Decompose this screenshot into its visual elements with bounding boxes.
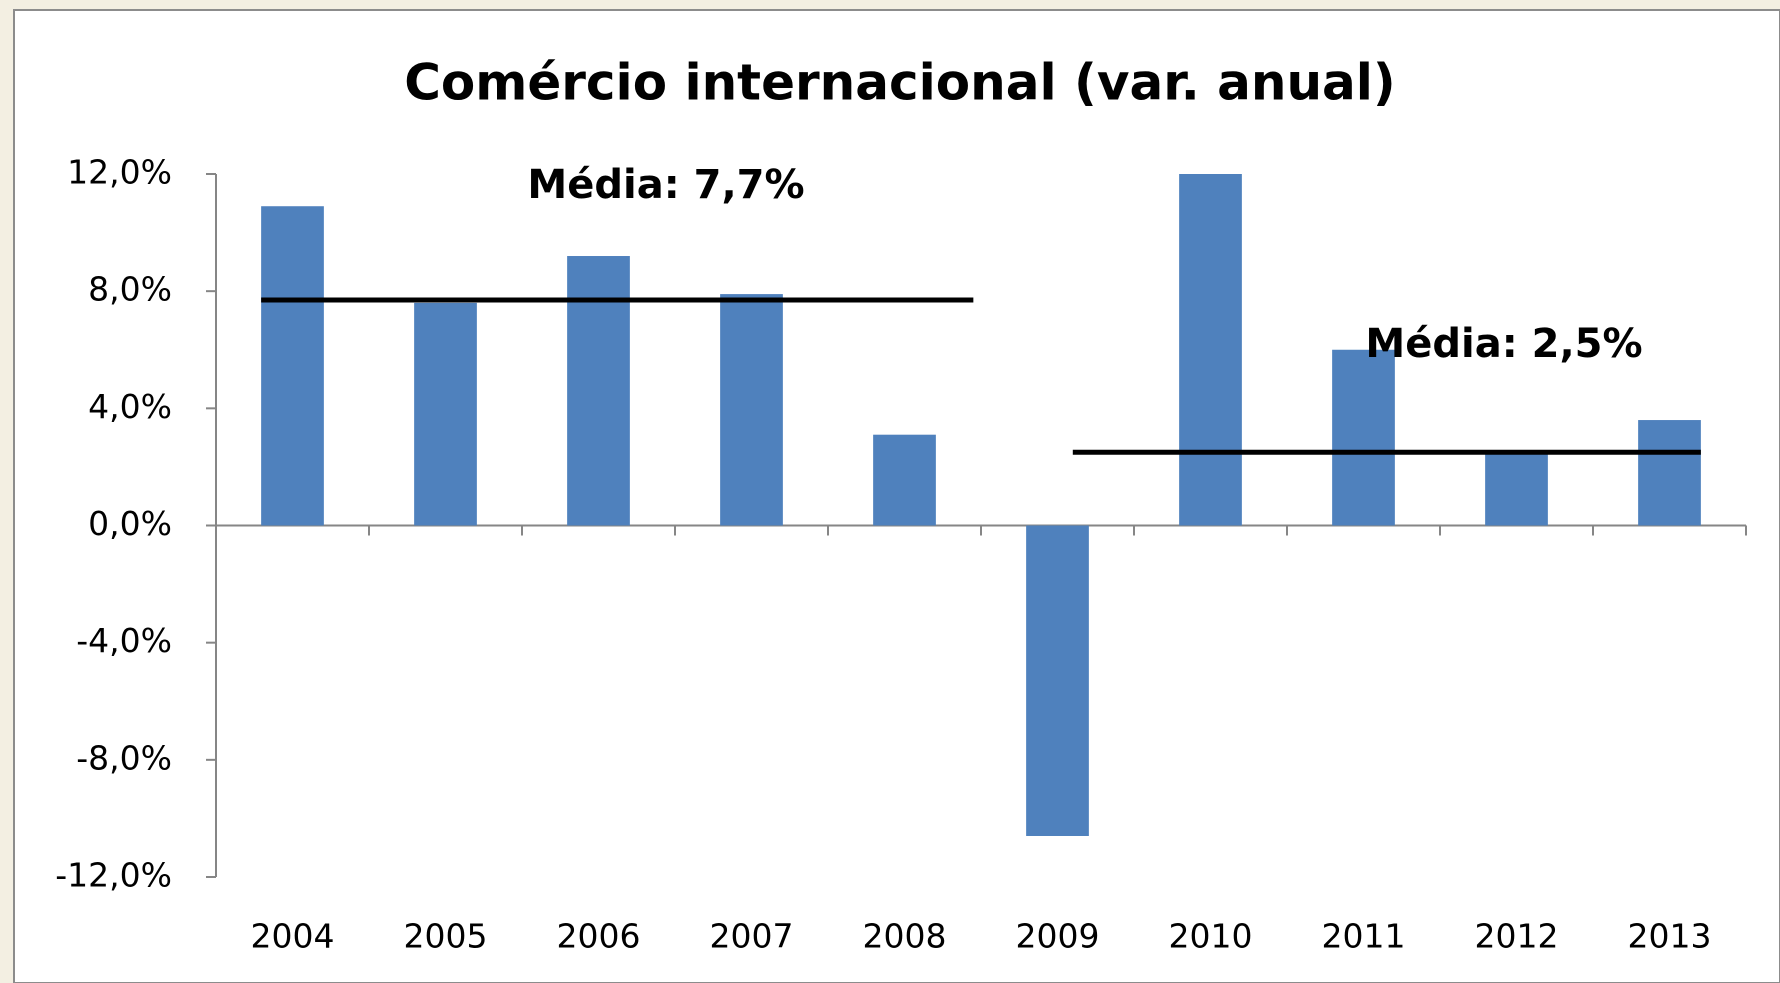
bar [1485,452,1548,526]
y-tick-label: 8,0% [88,270,172,309]
y-tick-label: 0,0% [88,504,172,543]
bar [873,434,936,526]
bar [1332,349,1395,526]
bar [1179,174,1242,526]
x-tick-label: 2005 [404,917,488,956]
y-tick-label: -8,0% [76,738,172,777]
y-tick-label: 12,0% [67,153,172,192]
bar [261,206,324,526]
bar [414,302,477,526]
x-tick-label: 2009 [1016,917,1100,956]
x-tick-label: 2004 [251,917,335,956]
y-tick-label: -4,0% [76,621,172,660]
x-tick-label: 2006 [557,917,641,956]
bar [720,294,783,526]
chart-title: Comércio internacional (var. anual) [404,54,1396,112]
bar [1638,420,1701,526]
bar [1026,525,1089,836]
x-tick-label: 2012 [1475,917,1559,956]
average-label: Média: 7,7% [527,162,804,208]
x-tick-label: 2013 [1628,917,1712,956]
x-tick-label: 2011 [1322,917,1406,956]
average-label: Média: 2,5% [1365,321,1642,367]
x-tick-label: 2008 [863,917,947,956]
y-tick-label: -12,0% [55,856,172,895]
x-tick-label: 2010 [1169,917,1253,956]
y-tick-label: 4,0% [88,387,172,426]
bar [567,256,630,526]
x-tick-label: 2007 [710,917,794,956]
